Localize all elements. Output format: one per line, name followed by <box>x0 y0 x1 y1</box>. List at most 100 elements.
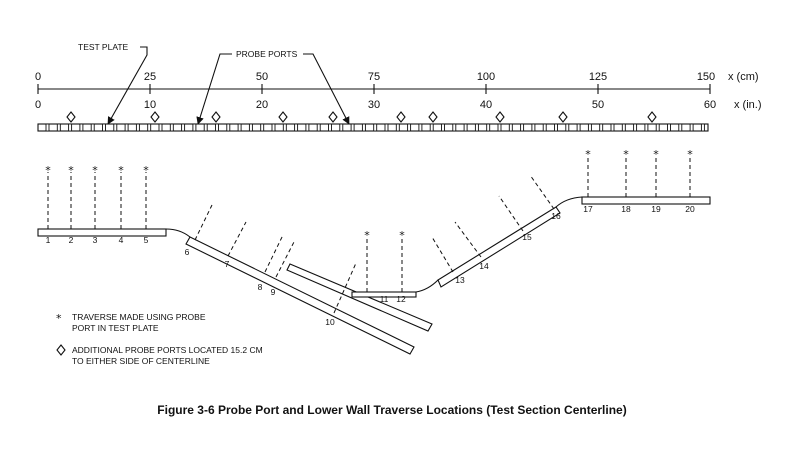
plate-port-mark <box>56 123 61 132</box>
traverse-star: * <box>45 164 51 177</box>
plate-port-mark <box>599 123 604 132</box>
lower-wall-left-flat <box>37 228 167 237</box>
plate-port-mark <box>192 123 197 132</box>
station-label: 10 <box>325 317 335 327</box>
plate-port-mark <box>508 123 513 132</box>
plate-port-mark <box>373 123 378 132</box>
station-label: 8 <box>258 282 263 292</box>
station-label: 4 <box>119 235 124 245</box>
scale-in-label-50: 50 <box>592 99 604 111</box>
traverse-line <box>227 221 247 257</box>
traverse-star: * <box>143 164 149 177</box>
plate-port-mark <box>700 123 705 132</box>
plate-port-mark <box>633 123 638 132</box>
lower-wall-left-bend <box>165 228 191 238</box>
diamond-icon <box>328 111 338 123</box>
legend-diamond-text-2: TO EITHER SIDE OF CENTERLINE <box>72 356 210 366</box>
plate-port-mark <box>339 123 344 132</box>
traverse-star: * <box>687 148 693 161</box>
plate-port-mark <box>271 123 276 132</box>
scale-ticks <box>37 84 711 94</box>
plate-port-mark <box>497 123 502 132</box>
diamond-icon <box>66 111 76 123</box>
scale-cm-label-50: 50 <box>256 71 268 83</box>
station-label: 20 <box>685 204 695 214</box>
lower-wall-flap <box>286 263 433 332</box>
plate-port-mark <box>294 123 299 132</box>
station-label: 19 <box>651 204 661 214</box>
plate-port-marks <box>45 123 705 132</box>
plate-port-mark <box>418 123 423 132</box>
plate-port-mark <box>226 123 231 132</box>
plate-port-mark <box>90 123 95 132</box>
station-label: 11 <box>380 294 389 304</box>
plate-port-mark <box>384 123 389 132</box>
scale: 0 25 50 75 100 125 150 x (cm) 0 10 20 30… <box>35 71 762 111</box>
lower-wall-ramp-long <box>185 236 415 355</box>
station-label: 18 <box>621 204 631 214</box>
plate-port-mark <box>655 123 660 132</box>
traverse-line <box>264 234 284 273</box>
traverse-line <box>194 204 213 241</box>
scale-in-unit: x (in.) <box>734 99 762 111</box>
diamond-icon <box>211 111 221 123</box>
lower-wall-floor <box>351 291 417 298</box>
additional-probe-ports <box>66 111 657 123</box>
plate-port-mark <box>441 123 445 132</box>
station-label: 6 <box>185 247 190 257</box>
diamond-icon <box>558 111 568 123</box>
traverse-star: * <box>68 164 74 177</box>
plate-port-mark <box>158 123 163 132</box>
station-label: 15 <box>522 232 532 242</box>
test-plate-label: TEST PLATE <box>78 42 129 52</box>
plate-port-mark <box>203 123 208 132</box>
plate-port-mark <box>667 123 671 132</box>
plate-port-mark <box>260 123 265 132</box>
plate-port-mark <box>102 123 106 132</box>
station-label: 17 <box>583 204 593 214</box>
traverse-line <box>498 195 524 232</box>
plate-port-mark <box>554 123 558 132</box>
traverse-star: * <box>118 164 124 177</box>
scale-in-label-30: 30 <box>368 99 380 111</box>
scale-cm-label-25: 25 <box>144 71 156 83</box>
plate-port-mark <box>520 123 525 132</box>
probe-ports-label: PROBE PORTS <box>236 49 298 59</box>
station-label: 1 <box>46 235 51 245</box>
station-label: 7 <box>225 259 230 269</box>
plate-port-mark <box>316 123 321 132</box>
plate-port-mark <box>68 123 73 132</box>
diamond-icon <box>278 111 288 123</box>
probe-ports-leader-left <box>196 53 232 125</box>
legend: * TRAVERSE MADE USING PROBE PORT IN TEST… <box>56 312 263 366</box>
lower-wall-ramp-rise <box>437 206 561 288</box>
plate-port-mark <box>587 123 592 132</box>
traverse-line <box>431 236 454 273</box>
traverse-line <box>275 239 296 278</box>
traverse-line <box>333 262 357 314</box>
plate-port-mark <box>237 123 242 132</box>
scale-cm-label-100: 100 <box>477 71 495 83</box>
plate-port-mark <box>135 123 140 132</box>
diamond-icon <box>396 111 406 123</box>
lower-wall-right-flat <box>581 196 711 205</box>
plate-port-mark <box>621 123 626 132</box>
scale-in-label-60: 60 <box>704 99 716 111</box>
station-label: 13 <box>455 275 465 285</box>
scale-in-label-10: 10 <box>144 99 156 111</box>
traverse-lines: * * * * * * * * * * * <box>45 148 693 314</box>
scale-in-label-0: 0 <box>35 99 41 111</box>
traverse-star: * <box>92 164 98 177</box>
lower-wall-floor-bend <box>415 279 439 293</box>
plate-port-mark <box>610 123 615 132</box>
lower-wall-right-bend <box>555 196 583 208</box>
plate-port-mark <box>452 123 457 132</box>
station-label: 9 <box>271 287 276 297</box>
probe-ports-leader-right <box>303 53 350 125</box>
callouts: TEST PLATE PROBE PORTS <box>78 42 350 125</box>
plate-port-mark <box>79 123 84 132</box>
station-label: 2 <box>69 235 74 245</box>
legend-star-text-2: PORT IN TEST PLATE <box>72 323 159 333</box>
test-plate <box>37 111 709 132</box>
